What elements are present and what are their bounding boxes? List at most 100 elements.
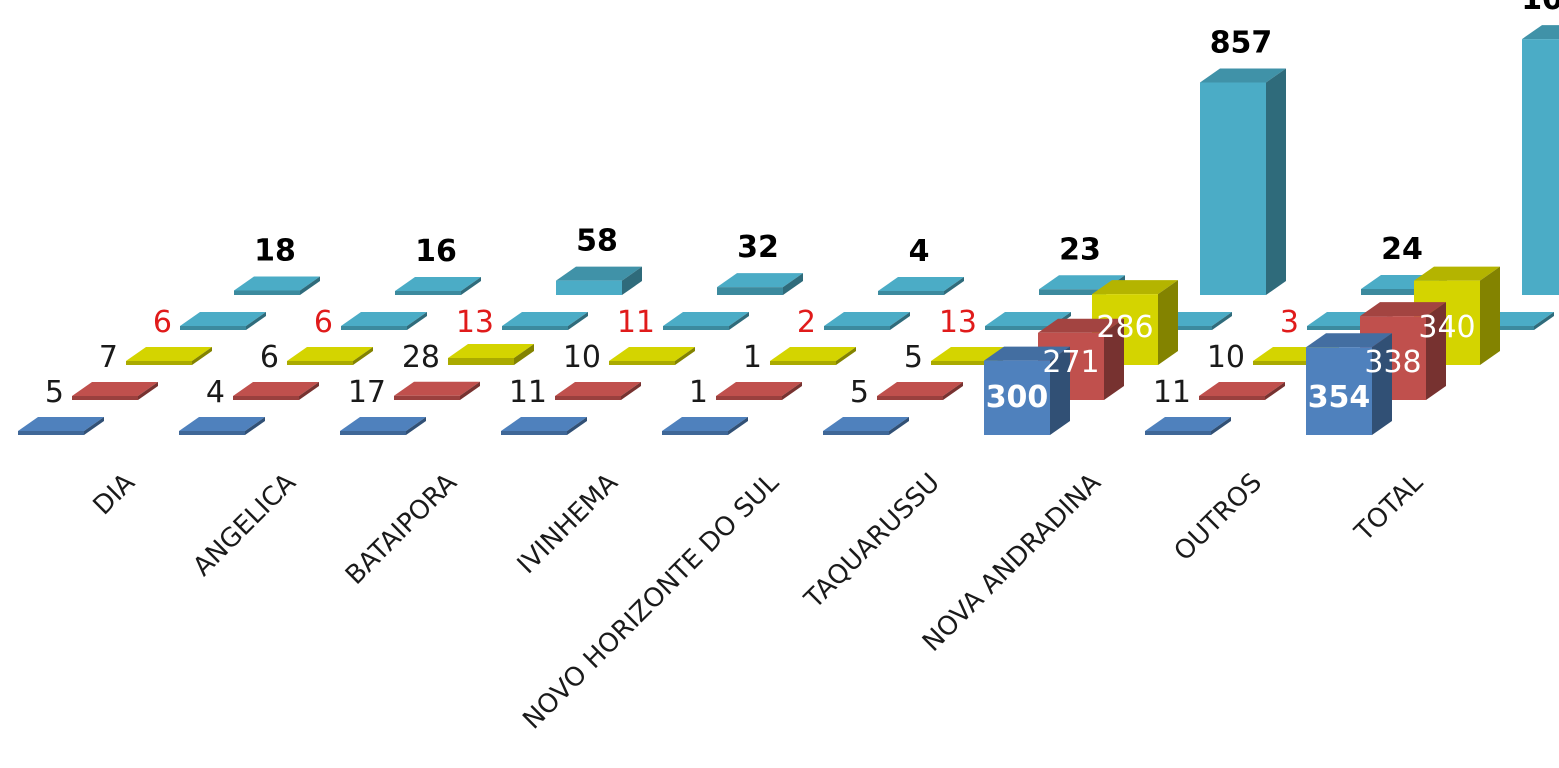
value-label: 58	[576, 224, 618, 259]
bar-side-face	[192, 347, 212, 365]
bar-side-face	[1372, 333, 1392, 435]
bar-series5-anaurilandia	[234, 276, 320, 295]
bar-front-face	[823, 431, 889, 435]
bar-front-face	[340, 431, 406, 435]
bar-top-face	[717, 273, 803, 288]
bar-series1-taquarussu	[823, 417, 909, 435]
bar-top-face	[555, 382, 641, 396]
bar-front-face	[341, 326, 407, 330]
bar-top-face	[502, 312, 588, 326]
bar-front-face	[72, 396, 138, 400]
value-label: 338	[1364, 345, 1421, 380]
bar-top-face	[1039, 275, 1125, 290]
bar-side-face	[675, 347, 695, 365]
bar-side-face	[783, 273, 803, 295]
value-label: 23	[1059, 232, 1101, 267]
bar-front-face	[1361, 289, 1427, 295]
bar-series3-novo-horizonte-do-sul	[770, 347, 856, 365]
bar-top-face	[180, 312, 266, 326]
bar-series4-angelica	[341, 312, 427, 330]
bar-side-face	[836, 347, 856, 365]
bar-side-face	[514, 344, 534, 365]
bar-side-face	[246, 312, 266, 330]
value-label: 11	[509, 375, 547, 410]
bar-series1-outros	[1145, 417, 1231, 435]
bar-series1-bataipora	[340, 417, 426, 435]
bar-series1-anaurilandia	[18, 417, 104, 435]
bar-front-face	[931, 361, 997, 365]
bar-top-face	[126, 347, 212, 361]
value-label: 7	[99, 340, 118, 375]
bar-front-face	[985, 326, 1051, 330]
bar-side-face	[1266, 68, 1286, 296]
value-label: 18	[254, 234, 296, 269]
bar-front-face	[233, 396, 299, 400]
bar-front-face	[448, 358, 514, 365]
bar-series2-bataipora	[394, 381, 480, 400]
bar-top-face	[233, 382, 319, 396]
bar-front-face	[395, 291, 461, 295]
bar-top-face	[878, 277, 964, 291]
value-label: 10	[1207, 340, 1245, 375]
bar-front-face	[662, 431, 728, 435]
value-label: 1032	[1521, 0, 1559, 17]
value-label: 857	[1210, 25, 1273, 60]
value-label: 5	[850, 375, 869, 410]
bar-front-face	[716, 396, 782, 400]
bar-front-face	[1307, 326, 1373, 330]
bar-top-face	[1145, 417, 1231, 431]
bar-top-face	[501, 417, 587, 431]
bar-top-face	[716, 382, 802, 396]
bar-side-face	[1534, 312, 1554, 330]
bar-side-face	[1480, 266, 1500, 365]
category-label: OUTROS	[1169, 468, 1268, 567]
bar-side-face	[1050, 346, 1070, 435]
bar-series4-bataipora	[502, 312, 588, 330]
bar-side-face	[568, 312, 588, 330]
category-label: BATAIPORA	[340, 468, 463, 591]
value-label: 5	[904, 340, 923, 375]
bar-side-face	[1265, 382, 1285, 400]
value-label: 2	[797, 305, 816, 340]
bar-side-face	[567, 417, 587, 435]
bar-front-face	[717, 287, 783, 295]
bar-front-face	[877, 396, 943, 400]
bar-series2-taquarussu	[877, 382, 963, 400]
bar-front-face	[1522, 39, 1559, 295]
category-label: IVINHEMA	[512, 468, 624, 580]
bar-front-face	[984, 360, 1050, 435]
bar-series1-total	[1306, 333, 1392, 435]
bar-top-face	[1199, 382, 1285, 396]
bar-side-face	[245, 417, 265, 435]
value-label: 1	[689, 375, 708, 410]
bar-top-face	[1038, 318, 1124, 333]
bar-series5-nova-andradina	[1200, 68, 1286, 296]
value-label: 4	[909, 234, 930, 269]
bar-front-face	[394, 395, 460, 400]
value-label: 3	[1280, 305, 1299, 340]
value-label: 6	[314, 305, 333, 340]
bar-front-face	[878, 291, 944, 295]
bar-side-face	[729, 312, 749, 330]
bar-top-face	[609, 347, 695, 361]
bar-series1-nova-andradina	[984, 346, 1070, 435]
value-label: 13	[456, 305, 494, 340]
bar-side-face	[353, 347, 373, 365]
value-label: 4	[206, 375, 225, 410]
bar-side-face	[1158, 280, 1178, 365]
bar-front-face	[1145, 431, 1211, 435]
bar-front-face	[234, 290, 300, 295]
bar-series1-ivinhema	[501, 417, 587, 435]
value-label: 271	[1042, 345, 1099, 380]
bar-side-face	[461, 277, 481, 295]
bar-front-face	[1199, 396, 1265, 400]
bar-side-face	[406, 417, 426, 435]
bar-front-face	[502, 326, 568, 330]
bar-top-face	[1092, 280, 1178, 295]
value-labels-layer: 1816583242385724103266131121337628101528…	[45, 0, 1559, 415]
bar-top-face	[340, 417, 426, 431]
value-label: 11	[617, 305, 655, 340]
bar-top-face	[985, 312, 1071, 326]
bar-side-face	[138, 382, 158, 400]
